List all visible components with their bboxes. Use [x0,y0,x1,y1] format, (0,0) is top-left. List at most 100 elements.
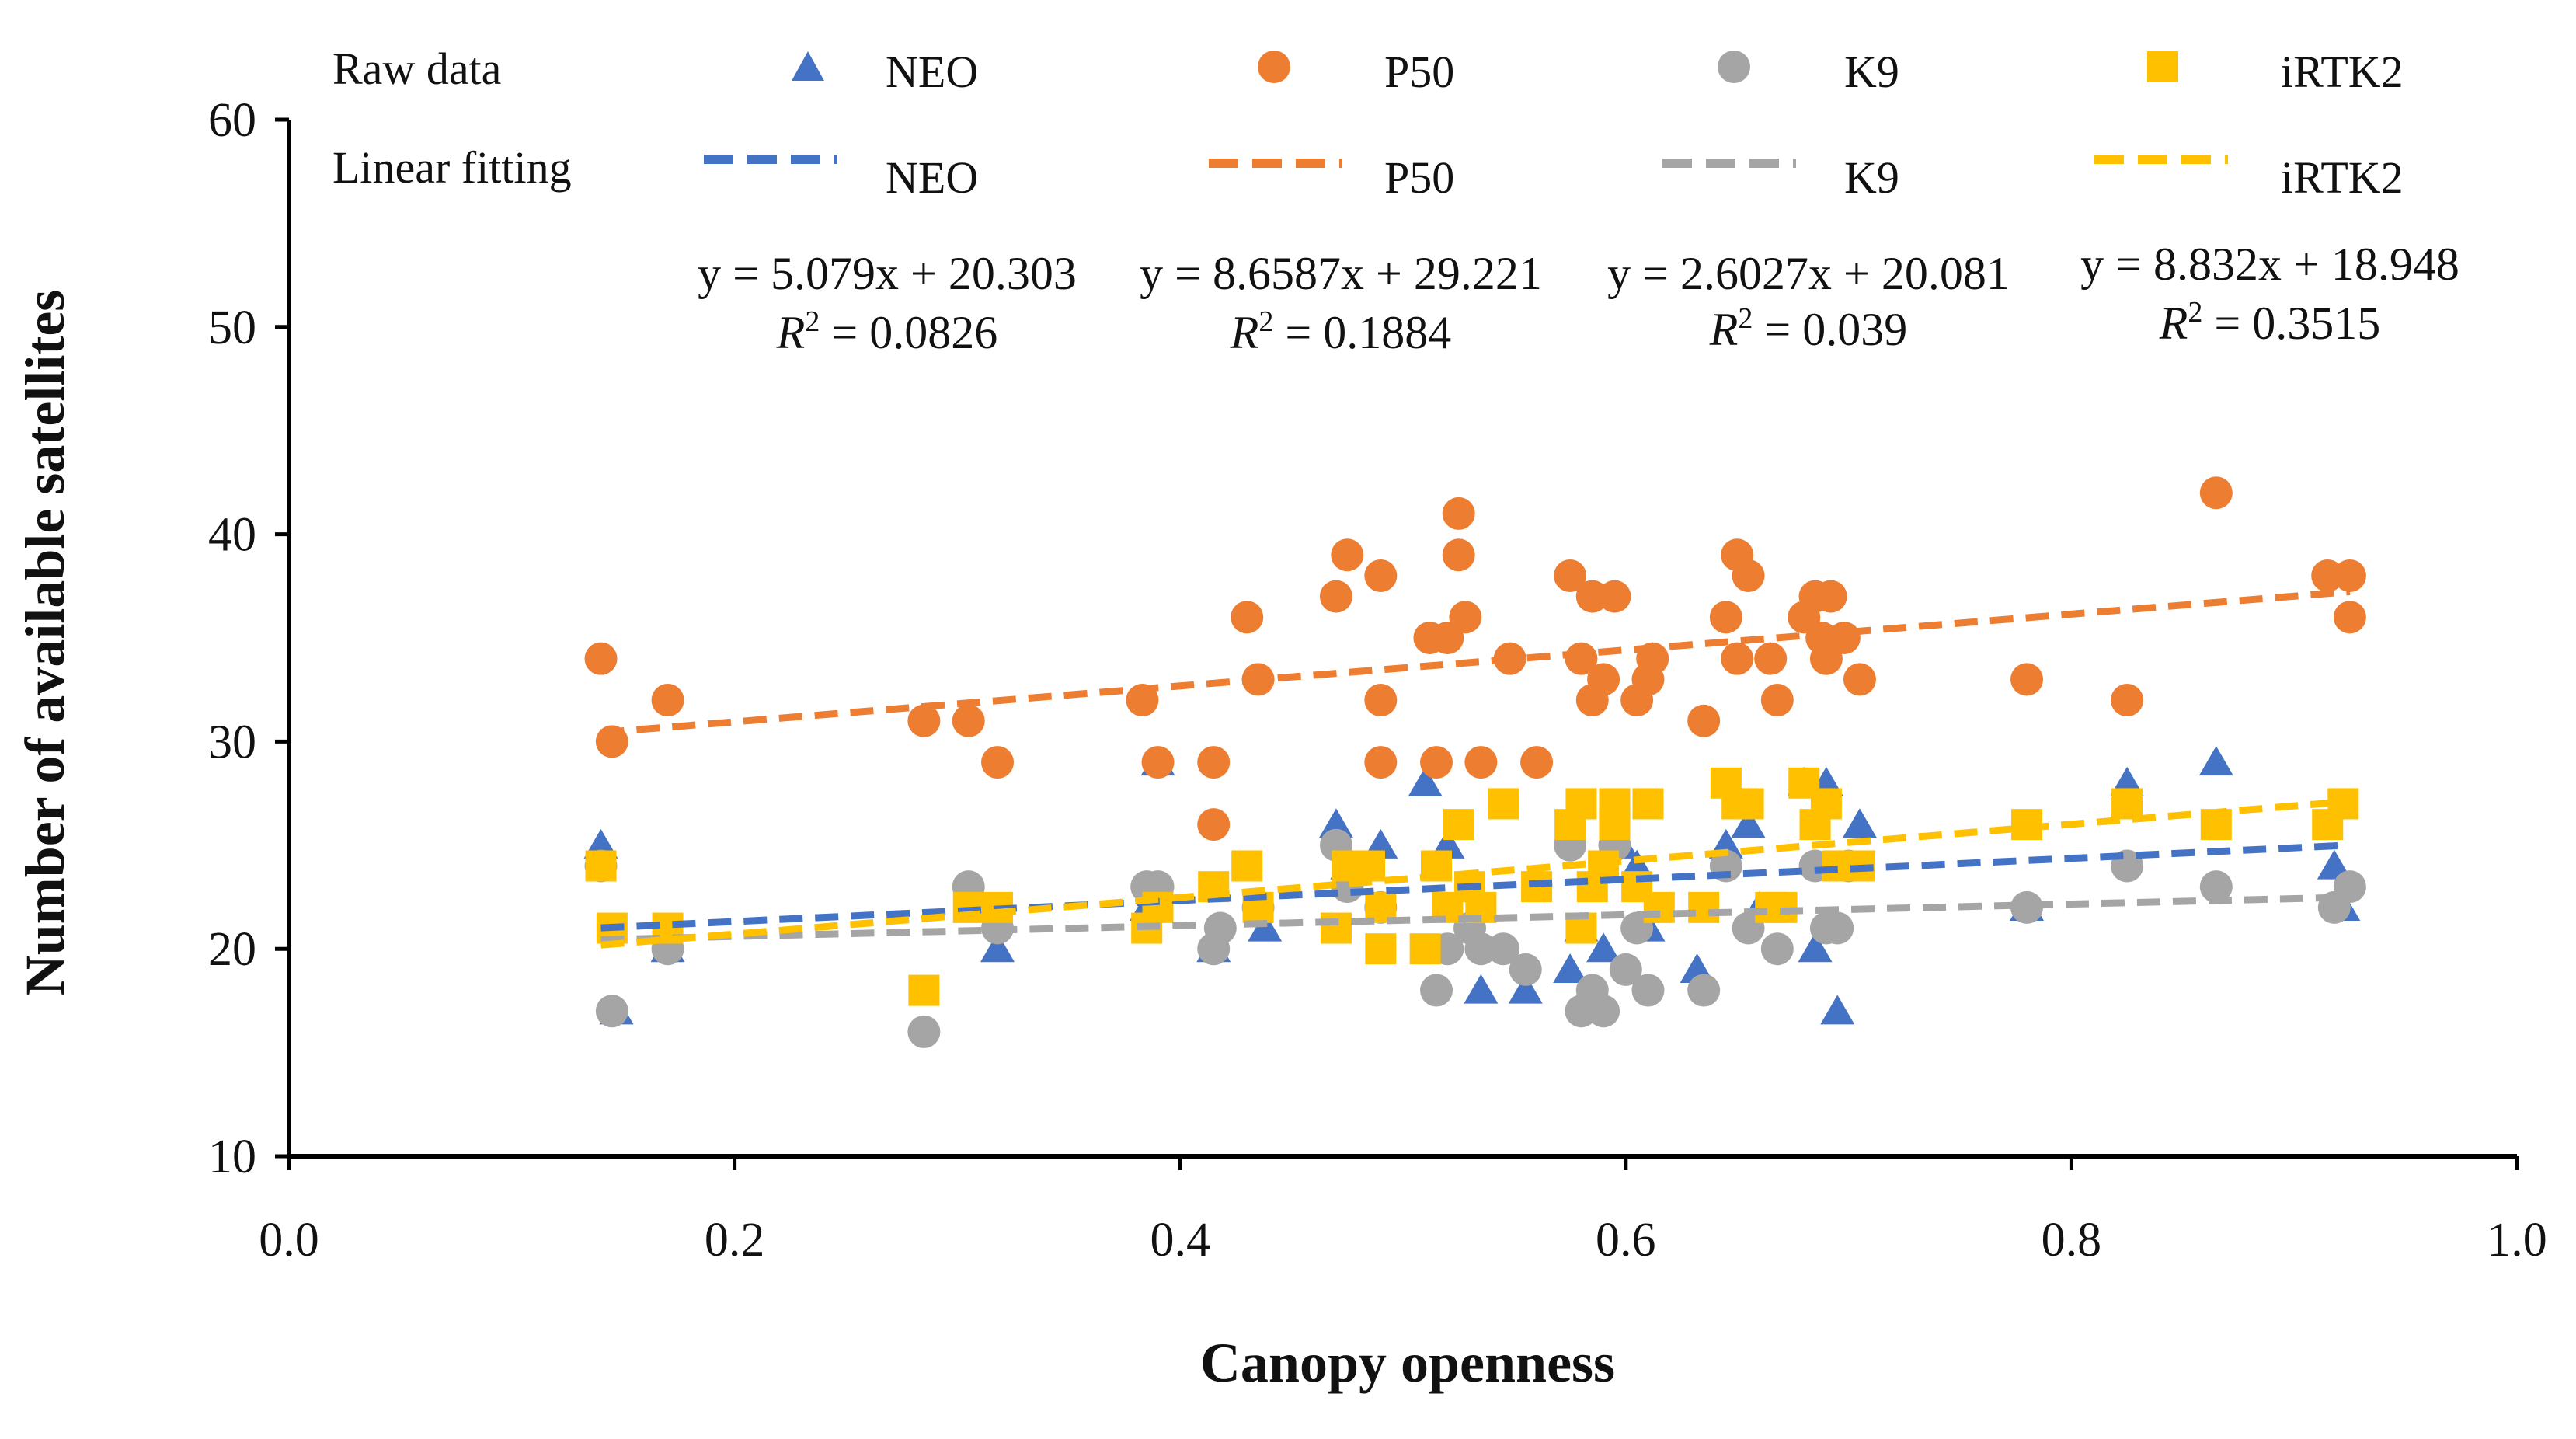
p50-point [1231,601,1264,634]
x-tick-label: 0.4 [1150,1214,1210,1267]
p50-point [1732,559,1765,592]
p50-point [1197,808,1231,841]
neo-point [1318,808,1353,838]
p50-r2: R2 = 0.1884 [1230,305,1452,358]
p50-point [952,704,985,737]
p50-point [1464,746,1498,779]
p50-point [2333,601,2366,634]
p50-point [1364,559,1398,592]
neo-point [2317,849,2351,880]
irtk2-point [2111,788,2143,820]
neo-fit-line [600,841,2351,932]
p50-point [1587,663,1620,696]
p50-point [1721,642,1754,675]
p50-point [1709,601,1742,634]
p50-point [651,684,684,717]
p50-point [1364,746,1398,779]
p50-point [1442,538,1475,572]
k9-point [1203,911,1237,945]
k9-points [584,828,2366,1048]
irtk2-point [1688,891,1720,923]
y-tick-label: 40 [208,509,256,562]
p50-point [907,704,941,737]
neo-r2: R2 = 0.0826 [776,305,998,358]
legend-k9-raw-label: K9 [1844,47,1899,97]
k9-point [1509,953,1542,986]
irtk2-point [1320,912,1352,944]
p50-point [1598,580,1631,613]
x-tick-label: 0.2 [705,1214,765,1267]
neo-point [980,932,1015,963]
p50-fit-line [600,588,2351,737]
k9-point [2199,870,2233,904]
p50-point [1449,601,1482,634]
equations: y = 5.079x + 20.303 R2 = 0.0826 y = 8.65… [698,239,2459,358]
legend-irtk2-fit-label: iRTK2 [2281,152,2404,203]
x-tick-label: 0.6 [1596,1214,1656,1267]
p50-equation: y = 8.6587x + 29.221 [1140,248,1542,299]
legend-neo-fit-label: NEO [886,152,978,203]
legend-irtk2-raw-label: iRTK2 [2281,47,2404,97]
irtk2-point [1565,788,1597,820]
neo-point [1508,974,1543,1004]
p50-point [2010,663,2044,696]
irtk2-point [1732,788,1764,820]
p50-point [2111,684,2144,717]
irtk2-point [1443,809,1474,841]
p50-point [1843,663,1876,696]
neo-point [1842,808,1877,838]
ticks: 10 20 30 40 50 60 0.0 0.2 0.4 0.6 0.8 1.0 [208,94,2547,1267]
legend-p50-marker-icon [1258,51,1290,83]
neo-point [1820,995,1855,1025]
k9-point [1821,911,1854,945]
k9-point [1587,995,1620,1028]
k9-point [2333,870,2366,904]
p50-point [1814,580,1847,613]
fit-lines [600,588,2351,949]
k9-point [1420,974,1453,1007]
k9-fit-line [600,894,2351,943]
p50-point [1827,622,1861,654]
p50-point [1126,684,1159,717]
p50-point [1754,642,1788,675]
irtk2-r2: R2 = 0.3515 [2159,296,2381,349]
neo-point [2198,746,2233,776]
k9-point [595,995,628,1028]
p50-point [1331,538,1364,572]
irtk2-point [1365,933,1397,965]
legend-linear-fitting-label: Linear fitting [332,142,572,193]
k9-point [1609,953,1642,986]
legend-neo-marker-icon [792,51,824,81]
p50-point [1420,746,1453,779]
neo-equation: y = 5.079x + 20.303 [698,248,1077,299]
p50-point [1319,580,1352,613]
p50-point [981,746,1015,779]
irtk2-point [585,850,617,882]
k9-r2: R2 = 0.039 [1709,302,1908,355]
k9-point [2010,890,2044,924]
irtk2-point [1488,788,1519,820]
neo-point [1731,808,1766,838]
k9-equation: y = 2.6027x + 20.081 [1607,248,2010,299]
p50-point [584,642,618,675]
irtk2-point [1810,788,1842,820]
legend-neo-raw-label: NEO [886,47,978,97]
irtk2-point [1353,850,1385,882]
k9-point [1687,974,1721,1007]
irtk2-point [1599,809,1631,841]
y-tick-label: 10 [208,1131,256,1183]
p50-point [1520,746,1554,779]
p50-point [1364,684,1398,717]
irtk2-point [1231,850,1263,882]
neo-point [1408,766,1443,796]
x-tick-label: 0.8 [2042,1214,2102,1267]
p50-point [2333,559,2366,592]
p50-point [1565,642,1598,675]
legend-raw-data-label: Raw data [332,44,501,94]
neo-point [1798,932,1833,963]
legend-irtk2-marker-icon [2147,51,2178,82]
p50-points [584,476,2366,841]
legend-p50-fit-label: P50 [1384,152,1454,203]
legend-k9-fit-label: K9 [1844,152,1899,203]
